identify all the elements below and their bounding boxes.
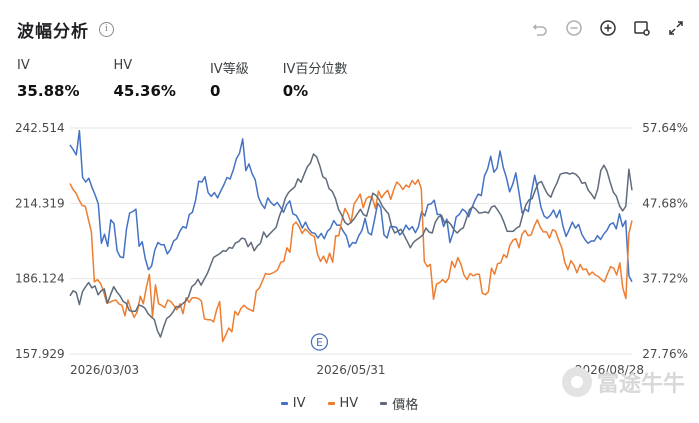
y-right-tick-label: 47.68% <box>642 196 688 210</box>
stats-row: IV 35.88% HV 45.36% IV等級 0 IV百分位數 0% <box>17 58 381 100</box>
stat-iv: IV 35.88% <box>17 58 79 100</box>
stat-value: 35.88% <box>17 82 80 100</box>
legend-label: HV <box>339 396 359 411</box>
stat-value: 45.36% <box>113 82 176 100</box>
stat-value: 0 <box>209 82 221 100</box>
x-tick-label: 2026/03/03 <box>70 363 139 377</box>
stat-value: 0% <box>282 82 309 100</box>
y-right-tick-label: 37.72% <box>642 272 688 286</box>
series-line-price <box>69 153 633 338</box>
y-left-tick-label: 186.124 <box>15 272 65 286</box>
stat-iv-rank: IV等級 0 <box>210 58 249 100</box>
legend-swatch <box>280 402 288 405</box>
legend-swatch <box>380 402 388 405</box>
stat-label: IV百分位數 <box>282 62 348 77</box>
y-right-tick-label: 27.76% <box>642 347 688 361</box>
legend-item-price[interactable]: 價格 <box>380 394 418 413</box>
series-line-hv <box>69 178 633 343</box>
y-left-tick-label: 242.514 <box>15 121 65 135</box>
y-left-tick-label: 157.929 <box>15 347 65 361</box>
chart-legend: IV HV 價格 <box>0 394 699 413</box>
zoom-in-icon[interactable] <box>597 17 619 39</box>
x-tick-label: 2026/08/28 <box>575 363 644 377</box>
legend-item-iv[interactable]: IV <box>280 394 306 413</box>
event-marker-icon <box>310 333 329 351</box>
legend-item-hv[interactable]: HV <box>327 394 359 413</box>
panel-header: 波幅分析 i <box>17 16 114 42</box>
legend-label: 價格 <box>392 398 419 413</box>
page-title: 波幅分析 <box>17 21 89 42</box>
stat-hv: HV 45.36% <box>113 58 175 100</box>
watermark: 富途牛牛 <box>561 366 685 398</box>
stat-iv-percentile: IV百分位數 0% <box>283 58 348 100</box>
watermark-logo-icon <box>561 367 592 397</box>
chart-toolbar <box>529 17 687 39</box>
legend-swatch <box>327 402 335 405</box>
stat-label: IV <box>17 58 30 73</box>
y-left-tick-label: 214.319 <box>15 196 65 210</box>
stat-label: HV <box>113 58 133 73</box>
stat-label: IV等級 <box>209 62 249 77</box>
watermark-text: 富途牛牛 <box>596 372 685 397</box>
series-line-iv <box>69 129 633 283</box>
expand-icon[interactable] <box>665 17 687 39</box>
info-icon[interactable]: i <box>99 21 114 37</box>
event-marker-label: E <box>316 336 323 349</box>
zoom-out-icon[interactable] <box>563 17 585 39</box>
screenshot-icon[interactable] <box>631 17 653 39</box>
x-tick-label: 2026/05/31 <box>316 363 385 377</box>
y-right-tick-label: 57.64% <box>642 121 688 135</box>
undo-icon[interactable] <box>529 17 551 39</box>
legend-label: IV <box>292 396 306 411</box>
